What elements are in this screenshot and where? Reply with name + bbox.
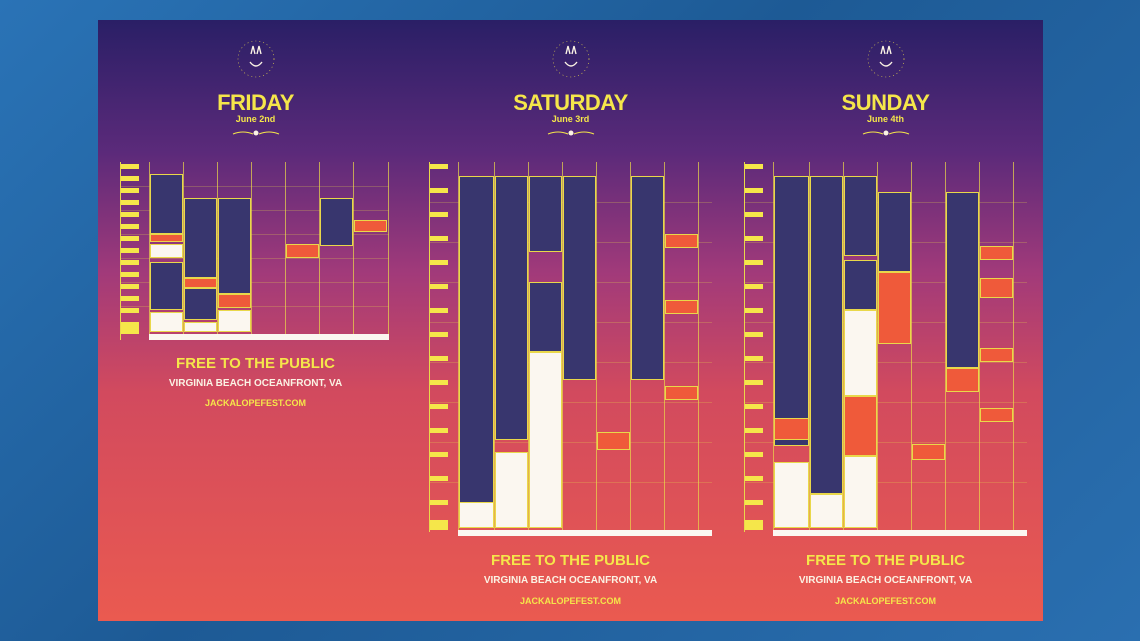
wave-divider-icon [232, 130, 279, 136]
saturday-panel: SATURDAY June 3rd FREE TO THE PUBLIC VIR… [413, 20, 728, 621]
day-date: June 2nd [235, 114, 276, 124]
jackalope-logo-icon [233, 36, 279, 82]
day-title: FRIDAY [217, 90, 294, 115]
free-to-public-label: FREE TO THE PUBLIC [806, 552, 965, 569]
location-label: VIRGINIA BEACH OCEANFRONT, VA [168, 378, 343, 389]
location-label: VIRGINIA BEACH OCEANFRONT, VA [798, 575, 973, 586]
website-link[interactable]: JACKALOPEFEST.COM [519, 596, 621, 606]
schedule-poster: FRIDAY June 2nd FREE TO THE PUBLIC VIR [98, 20, 1043, 621]
website-link[interactable]: JACKALOPEFEST.COM [204, 398, 306, 408]
free-to-public-label: FREE TO THE PUBLIC [176, 355, 335, 372]
day-title: SUNDAY [841, 90, 930, 115]
day-date: June 4th [866, 114, 904, 124]
wave-divider-icon [547, 130, 594, 136]
saturday-schedule-grid [429, 162, 712, 536]
friday-schedule-grid [120, 162, 389, 340]
sunday-panel: SUNDAY June 4th [728, 20, 1043, 621]
jackalope-logo-icon [863, 36, 909, 82]
jackalope-logo-icon [548, 36, 594, 82]
day-date: June 3rd [551, 114, 590, 124]
sunday-schedule-grid [744, 162, 1027, 536]
website-link[interactable]: JACKALOPEFEST.COM [834, 596, 936, 606]
friday-panel: FRIDAY June 2nd FREE TO THE PUBLIC VIR [98, 20, 413, 621]
wave-divider-icon [862, 130, 909, 136]
free-to-public-label: FREE TO THE PUBLIC [491, 552, 650, 569]
location-label: VIRGINIA BEACH OCEANFRONT, VA [483, 575, 658, 586]
day-title: SATURDAY [513, 90, 628, 115]
